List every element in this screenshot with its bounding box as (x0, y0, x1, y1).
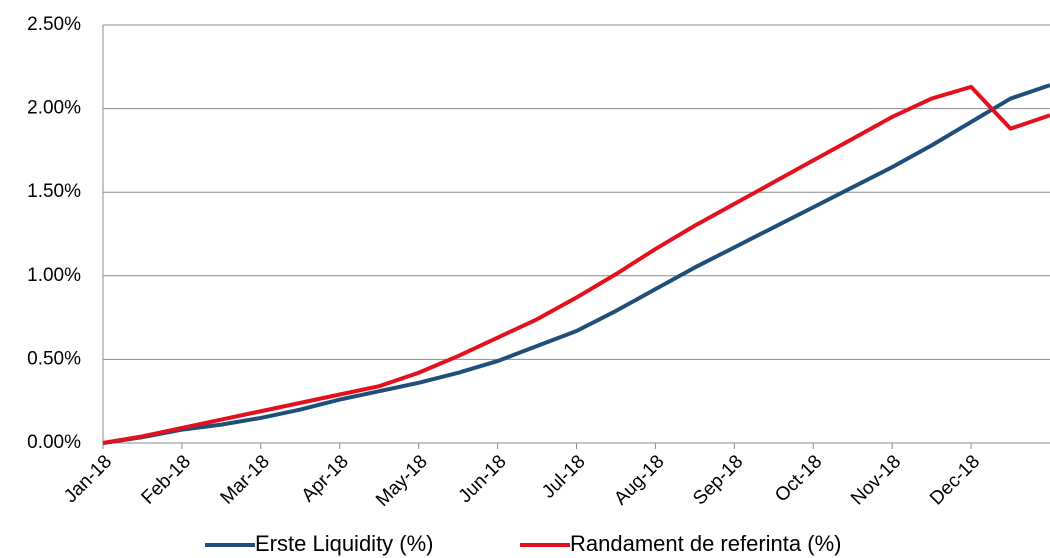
x-tick-label: Jul-18 (538, 451, 589, 502)
legend-label: Randament de referinta (%) (570, 531, 841, 556)
x-tick-label: Apr-18 (298, 451, 353, 506)
legend-label: Erste Liquidity (%) (255, 531, 434, 556)
x-tick-label: Nov-18 (847, 451, 905, 509)
y-tick-label: 2.00% (27, 98, 81, 119)
x-tick-label: Oct-18 (771, 451, 826, 506)
x-tick-label: Jan-18 (60, 451, 116, 507)
x-tick-label: Mar-18 (217, 451, 274, 508)
series-line (102, 84, 1050, 445)
y-tick-label: 1.50% (27, 181, 81, 202)
x-tick-label: May-18 (372, 451, 432, 511)
x-tick-label: Feb-18 (138, 451, 195, 508)
series-line (102, 83, 1050, 445)
y-tick-label: 2.50% (27, 14, 81, 35)
y-tick-label: 0.50% (27, 348, 81, 369)
y-tick-label: 0.00% (27, 432, 81, 453)
x-tick-label: Sep-18 (689, 451, 747, 509)
x-tick-label: Dec-18 (926, 451, 984, 509)
x-tick-label: Jun-18 (455, 451, 511, 507)
x-tick-label: Aug-18 (610, 451, 668, 509)
y-tick-label: 1.00% (27, 265, 81, 286)
